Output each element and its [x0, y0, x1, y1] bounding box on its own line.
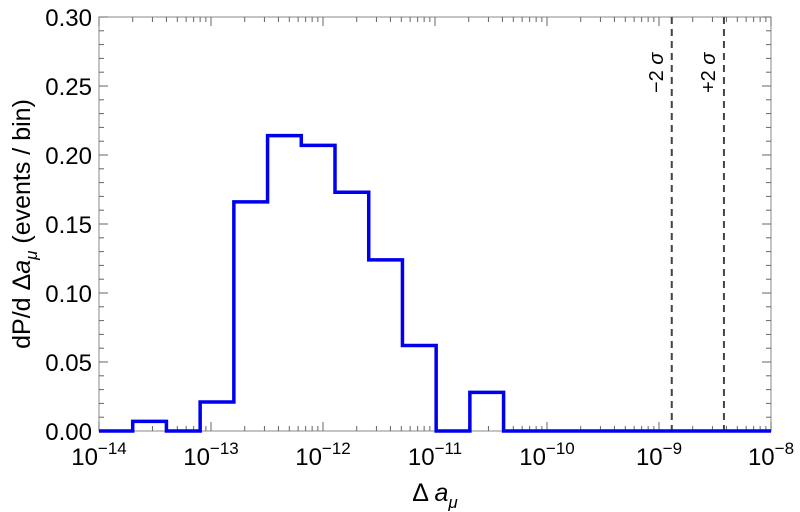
- y-axis-title: dP/d Δaμ (events / bin): [8, 99, 41, 349]
- y-tick-label: 0.25: [45, 74, 92, 101]
- sigma-label: −2 σ: [646, 52, 668, 93]
- x-tick-label: 10−11: [408, 439, 462, 471]
- histogram-bin: [200, 402, 234, 431]
- x-tick-label: 10−9: [636, 439, 682, 471]
- histogram-bin: [268, 136, 302, 431]
- x-tick-label: 10−12: [295, 439, 351, 471]
- x-tick-label: 10−8: [748, 439, 794, 471]
- x-tick-label: 10−14: [71, 439, 127, 471]
- sigma-lines: −2 σ +2 σ: [646, 17, 725, 431]
- y-tick-label: 0.10: [45, 281, 92, 308]
- histogram-bin: [402, 345, 436, 431]
- histogram-bin: [369, 260, 403, 431]
- y-tick-label: 0.15: [45, 212, 92, 239]
- sigma-label: +2 σ: [698, 52, 720, 93]
- y-tick-label: 0.30: [45, 5, 92, 32]
- histogram-series: [99, 133, 771, 433]
- y-tick-label: 0.20: [45, 143, 92, 170]
- x-tick-label: 10−10: [519, 439, 575, 471]
- x-tick-labels: 10−14 10−13 10−12 10−11 10−10 10−9 10−8: [71, 439, 794, 471]
- histogram-bin: [301, 145, 335, 431]
- x-axis-title: Δ aμ: [412, 479, 458, 512]
- y-tick-label: 0.00: [45, 419, 92, 446]
- histogram-outline: [99, 133, 771, 433]
- histogram-bin: [470, 392, 504, 431]
- y-tick-labels: 0.00 0.05 0.10 0.15 0.20 0.25 0.30: [45, 5, 92, 446]
- x-tick-label: 10−13: [183, 439, 239, 471]
- axis-ticks: [98, 16, 772, 432]
- y-tick-label: 0.05: [45, 350, 92, 377]
- histogram-bin: [234, 202, 268, 431]
- histogram-bin: [335, 192, 369, 431]
